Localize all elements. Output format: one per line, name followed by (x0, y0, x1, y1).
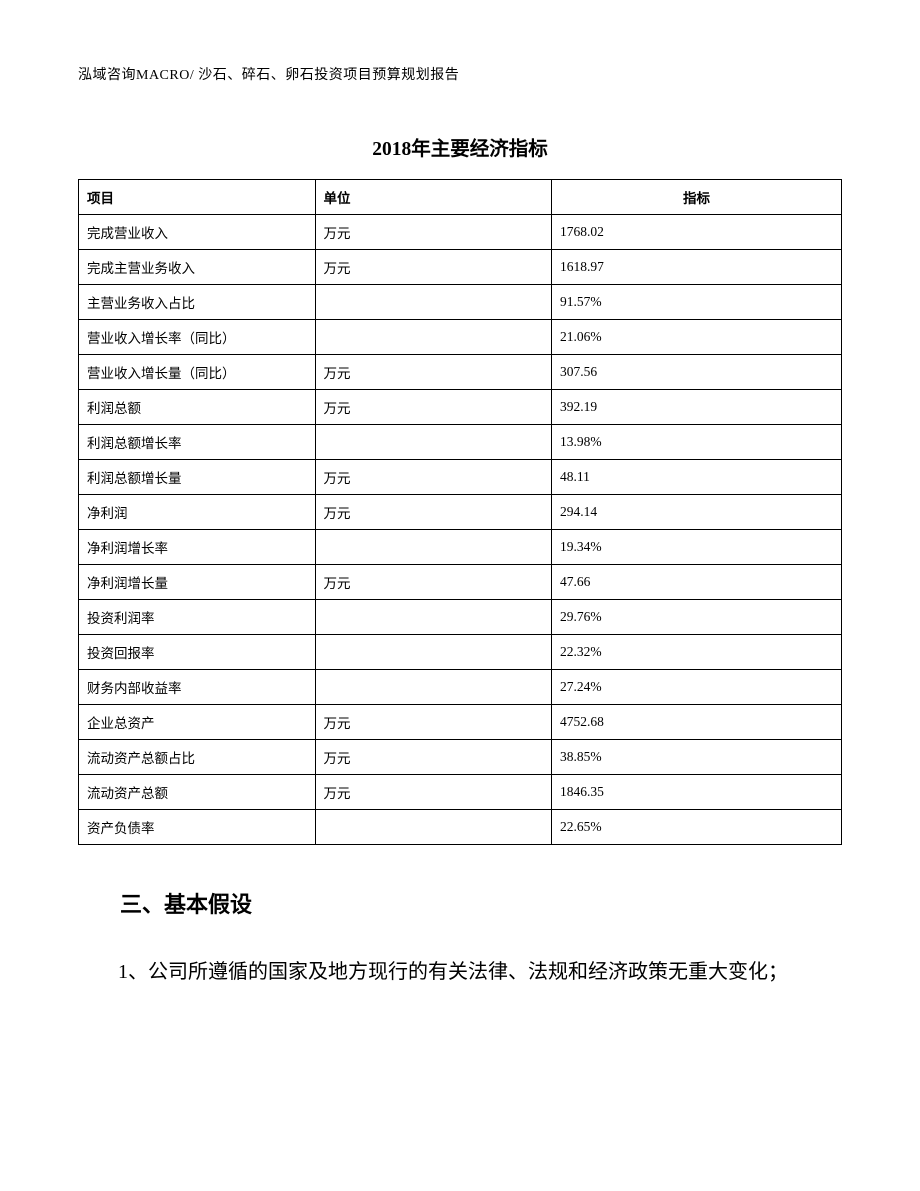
table-row: 净利润增长率 19.34% (79, 530, 842, 565)
cell-unit (315, 600, 552, 635)
cell-value: 21.06% (552, 320, 842, 355)
table-row: 完成营业收入万元1768.02 (79, 215, 842, 250)
cell-unit (315, 635, 552, 670)
cell-unit: 万元 (315, 390, 552, 425)
cell-unit (315, 320, 552, 355)
table-row: 资产负债率 22.65% (79, 810, 842, 845)
cell-unit (315, 425, 552, 460)
cell-item: 流动资产总额占比 (79, 740, 316, 775)
cell-value: 22.65% (552, 810, 842, 845)
table-row: 净利润增长量万元47.66 (79, 565, 842, 600)
cell-item: 利润总额增长量 (79, 460, 316, 495)
table-row: 流动资产总额占比万元38.85% (79, 740, 842, 775)
cell-value: 27.24% (552, 670, 842, 705)
cell-unit (315, 670, 552, 705)
cell-value: 29.76% (552, 600, 842, 635)
table-row: 利润总额增长率 13.98% (79, 425, 842, 460)
table-row: 营业收入增长率（同比） 21.06% (79, 320, 842, 355)
cell-item: 投资利润率 (79, 600, 316, 635)
table-row: 企业总资产万元4752.68 (79, 705, 842, 740)
cell-item: 净利润增长量 (79, 565, 316, 600)
cell-value: 392.19 (552, 390, 842, 425)
cell-unit: 万元 (315, 460, 552, 495)
cell-unit: 万元 (315, 705, 552, 740)
table-row: 财务内部收益率 27.24% (79, 670, 842, 705)
cell-item: 主营业务收入占比 (79, 285, 316, 320)
cell-value: 13.98% (552, 425, 842, 460)
section-heading: 三、基本假设 (120, 887, 842, 919)
cell-unit: 万元 (315, 215, 552, 250)
cell-item: 营业收入增长量（同比） (79, 355, 316, 390)
cell-value: 294.14 (552, 495, 842, 530)
cell-item: 流动资产总额 (79, 775, 316, 810)
cell-value: 1768.02 (552, 215, 842, 250)
cell-unit: 万元 (315, 495, 552, 530)
cell-item: 利润总额 (79, 390, 316, 425)
cell-item: 利润总额增长率 (79, 425, 316, 460)
column-header-value: 指标 (552, 180, 842, 215)
table-row: 营业收入增长量（同比）万元307.56 (79, 355, 842, 390)
economic-indicators-table: 项目 单位 指标 完成营业收入万元1768.02完成主营业务收入万元1618.9… (78, 179, 842, 845)
table-row: 利润总额万元392.19 (79, 390, 842, 425)
cell-unit: 万元 (315, 355, 552, 390)
cell-value: 1846.35 (552, 775, 842, 810)
cell-item: 企业总资产 (79, 705, 316, 740)
cell-item: 完成营业收入 (79, 215, 316, 250)
cell-item: 净利润 (79, 495, 316, 530)
cell-unit (315, 810, 552, 845)
table-row: 利润总额增长量万元48.11 (79, 460, 842, 495)
cell-value: 91.57% (552, 285, 842, 320)
body-paragraph: 1、公司所遵循的国家及地方现行的有关法律、法规和经济政策无重大变化； (78, 949, 842, 996)
table-header-row: 项目 单位 指标 (79, 180, 842, 215)
page-header: 泓域咨询MACRO/ 沙石、碎石、卵石投资项目预算规划报告 (78, 64, 842, 84)
cell-item: 财务内部收益率 (79, 670, 316, 705)
cell-item: 投资回报率 (79, 635, 316, 670)
cell-value: 22.32% (552, 635, 842, 670)
table-row: 流动资产总额万元1846.35 (79, 775, 842, 810)
cell-unit: 万元 (315, 250, 552, 285)
cell-unit (315, 530, 552, 565)
cell-item: 资产负债率 (79, 810, 316, 845)
table-title: 2018年主要经济指标 (78, 132, 842, 161)
column-header-unit: 单位 (315, 180, 552, 215)
cell-unit: 万元 (315, 740, 552, 775)
column-header-item: 项目 (79, 180, 316, 215)
cell-value: 47.66 (552, 565, 842, 600)
cell-value: 19.34% (552, 530, 842, 565)
table-row: 净利润万元294.14 (79, 495, 842, 530)
cell-unit (315, 285, 552, 320)
cell-value: 48.11 (552, 460, 842, 495)
cell-value: 1618.97 (552, 250, 842, 285)
cell-item: 完成主营业务收入 (79, 250, 316, 285)
cell-value: 38.85% (552, 740, 842, 775)
cell-unit: 万元 (315, 775, 552, 810)
table-row: 投资利润率 29.76% (79, 600, 842, 635)
cell-item: 营业收入增长率（同比） (79, 320, 316, 355)
table-row: 主营业务收入占比 91.57% (79, 285, 842, 320)
cell-unit: 万元 (315, 565, 552, 600)
cell-item: 净利润增长率 (79, 530, 316, 565)
table-row: 投资回报率 22.32% (79, 635, 842, 670)
cell-value: 4752.68 (552, 705, 842, 740)
table-row: 完成主营业务收入万元1618.97 (79, 250, 842, 285)
cell-value: 307.56 (552, 355, 842, 390)
